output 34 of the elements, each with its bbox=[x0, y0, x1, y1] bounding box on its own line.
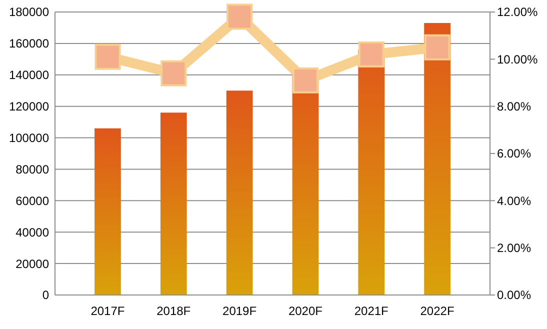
y-tick-label: 100000 bbox=[8, 130, 50, 145]
y2-tick-label: 0.00% bbox=[497, 288, 532, 302]
y-tick-label: 0 bbox=[42, 288, 50, 302]
point bbox=[94, 44, 121, 70]
bar bbox=[94, 128, 121, 295]
x-tick-label: 2019F bbox=[222, 304, 257, 318]
x-tick-label: 2022F bbox=[420, 304, 454, 318]
point bbox=[226, 4, 253, 30]
y-tick-label: 20000 bbox=[16, 256, 50, 271]
x-tick-label: 2018F bbox=[156, 304, 191, 318]
y-tick-label: 160000 bbox=[8, 36, 50, 51]
y-tick-label: 60000 bbox=[16, 194, 50, 208]
y2-tick-label: 2.00% bbox=[497, 241, 532, 256]
x-tick-label: 2017F bbox=[90, 304, 125, 318]
point bbox=[424, 34, 450, 60]
y-tick-label: 180000 bbox=[8, 5, 50, 20]
x-tick-label: 2020F bbox=[288, 304, 322, 318]
y2-tick-label: 8.00% bbox=[497, 100, 532, 114]
y2-tick-label: 4.00% bbox=[497, 194, 532, 208]
y2-tick-label: 10.00% bbox=[497, 52, 538, 66]
y-tick-label: 120000 bbox=[8, 100, 50, 114]
y-tick-label: 80000 bbox=[16, 162, 50, 176]
bar bbox=[424, 23, 450, 295]
y-tick-label: 140000 bbox=[8, 68, 50, 82]
y2-tick-label: 6.00% bbox=[497, 146, 532, 161]
bar bbox=[226, 90, 253, 295]
y-tick-label: 40000 bbox=[16, 225, 50, 240]
point bbox=[292, 67, 318, 94]
x-tick-label: 2021F bbox=[354, 304, 388, 318]
bar bbox=[160, 112, 187, 295]
y2-tick-label: 12.00% bbox=[497, 5, 538, 20]
bar bbox=[358, 50, 385, 295]
point bbox=[358, 41, 384, 68]
point bbox=[160, 60, 187, 86]
